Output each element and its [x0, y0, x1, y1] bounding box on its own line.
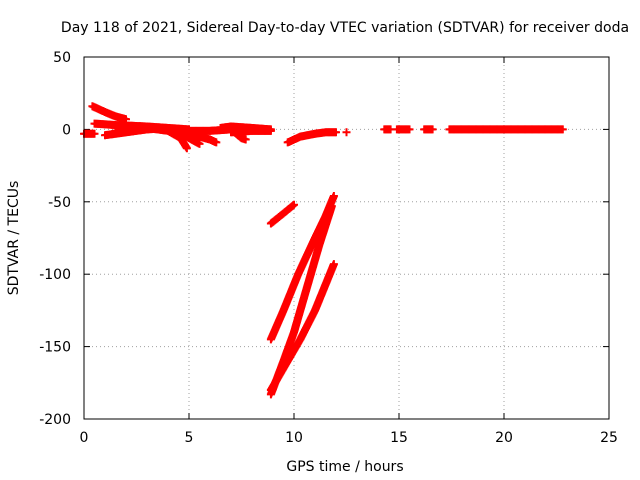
x-tick-label: 10	[285, 430, 303, 446]
series-trace-10	[227, 126, 275, 137]
data-point	[182, 144, 191, 153]
data-point	[212, 138, 221, 147]
y-tick-label: -150	[39, 340, 71, 356]
data-points	[80, 102, 567, 399]
data-point	[290, 200, 298, 209]
x-tick-label: 20	[495, 430, 513, 446]
data-point	[327, 202, 336, 211]
data-point	[558, 125, 567, 134]
y-tick-label: -200	[39, 412, 71, 428]
data-point	[266, 126, 275, 135]
x-tick-label: 0	[80, 430, 89, 446]
series-trace-11	[283, 128, 340, 147]
x-tick-label: 15	[390, 430, 408, 446]
data-point	[342, 128, 351, 137]
series-trace-16	[445, 125, 567, 134]
y-tick-label: 50	[53, 50, 71, 66]
data-point	[405, 125, 414, 134]
series-trace-17	[266, 200, 298, 228]
y-tick-label: -100	[39, 267, 71, 283]
series-trace-20	[266, 260, 338, 395]
data-point	[428, 125, 437, 134]
chart-title: Day 118 of 2021, Sidereal Day-to-day VTE…	[61, 20, 629, 36]
y-tick-label: -50	[48, 195, 71, 211]
data-point	[241, 135, 250, 144]
data-point	[195, 139, 204, 148]
grid	[84, 57, 609, 419]
x-tick-label: 5	[185, 430, 194, 446]
data-point	[332, 128, 340, 137]
plot-frame	[83, 56, 610, 420]
x-tick-label: 25	[600, 430, 618, 446]
x-axis-label: GPS time / hours	[286, 459, 403, 475]
series-trace-5	[111, 123, 191, 153]
series-trace-15	[420, 125, 437, 134]
data-point	[329, 260, 338, 269]
series-trace-13	[380, 125, 395, 134]
series-trace-12	[342, 128, 351, 137]
y-axis-label: SDTVAR / TECUs	[6, 181, 22, 296]
data-point	[329, 192, 338, 201]
series-trace-14	[392, 125, 414, 134]
data-point	[90, 129, 99, 138]
y-tick-label: 0	[62, 122, 71, 138]
